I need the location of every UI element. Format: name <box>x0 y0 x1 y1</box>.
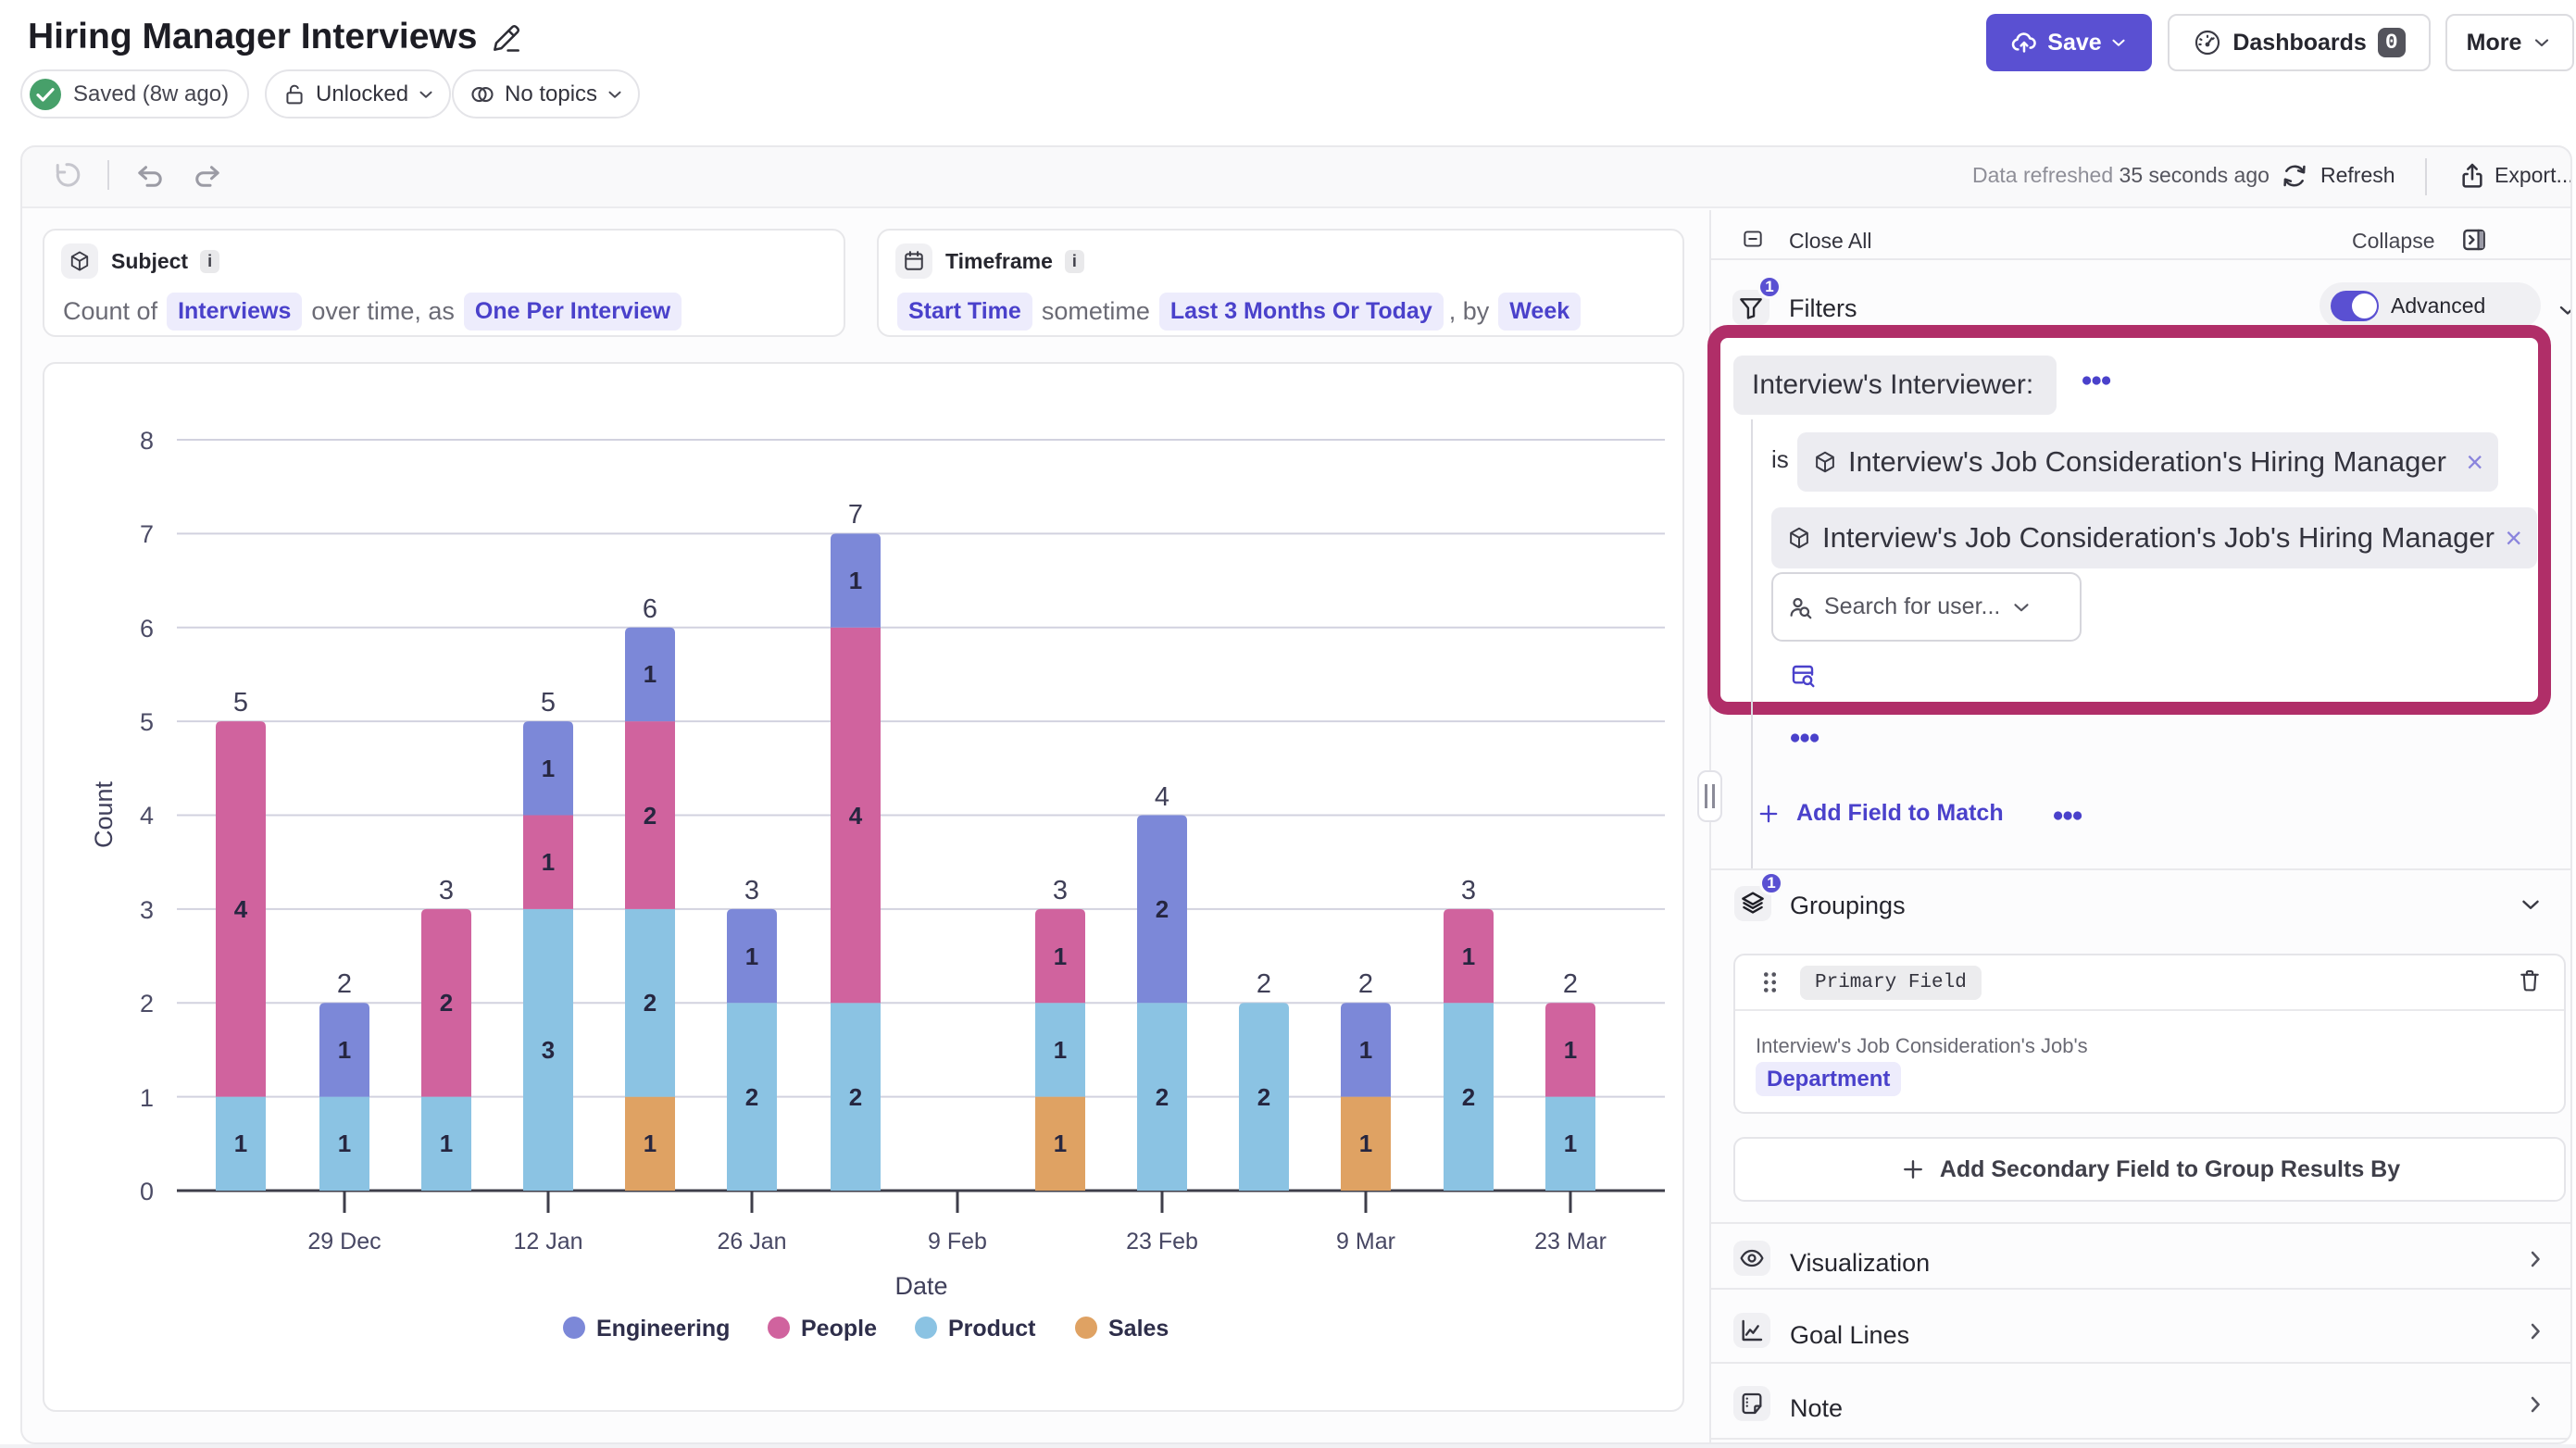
svg-text:1: 1 <box>1359 1036 1372 1064</box>
svg-text:1: 1 <box>849 567 862 594</box>
svg-text:1: 1 <box>542 755 555 782</box>
svg-text:7: 7 <box>140 520 154 548</box>
svg-text:3: 3 <box>1053 876 1068 905</box>
svg-text:2: 2 <box>1156 895 1169 923</box>
svg-text:2: 2 <box>644 802 657 830</box>
svg-text:Count: Count <box>90 780 118 848</box>
svg-text:1: 1 <box>644 660 657 688</box>
svg-text:1: 1 <box>1054 1130 1067 1157</box>
svg-text:23 Mar: 23 Mar <box>1534 1229 1607 1255</box>
svg-text:12 Jan: 12 Jan <box>513 1229 582 1255</box>
svg-text:2: 2 <box>644 989 657 1017</box>
svg-text:0: 0 <box>140 1178 154 1205</box>
svg-text:2: 2 <box>1462 1083 1475 1111</box>
svg-text:1: 1 <box>234 1130 247 1157</box>
svg-text:1: 1 <box>745 942 758 970</box>
svg-text:3: 3 <box>744 876 759 905</box>
svg-text:2: 2 <box>1358 969 1373 999</box>
svg-text:1: 1 <box>1359 1130 1372 1157</box>
svg-text:6: 6 <box>140 615 154 643</box>
svg-text:5: 5 <box>541 688 556 718</box>
svg-text:2: 2 <box>440 989 453 1017</box>
svg-text:3: 3 <box>1461 876 1476 905</box>
svg-text:6: 6 <box>643 594 657 624</box>
svg-text:26 Jan: 26 Jan <box>717 1229 786 1255</box>
svg-text:3: 3 <box>542 1036 555 1064</box>
svg-text:2: 2 <box>337 969 352 999</box>
svg-text:2: 2 <box>1563 969 1578 999</box>
svg-text:9 Mar: 9 Mar <box>1336 1229 1395 1255</box>
svg-text:5: 5 <box>140 708 154 736</box>
svg-text:1: 1 <box>140 1084 154 1112</box>
svg-text:1: 1 <box>338 1036 351 1064</box>
svg-text:4: 4 <box>1155 782 1169 812</box>
svg-text:1: 1 <box>1564 1130 1577 1157</box>
svg-text:29 Dec: 29 Dec <box>307 1229 381 1255</box>
svg-text:3: 3 <box>439 876 454 905</box>
svg-text:5: 5 <box>233 688 248 718</box>
svg-text:1: 1 <box>1054 942 1067 970</box>
svg-text:8: 8 <box>140 427 154 455</box>
svg-text:23 Feb: 23 Feb <box>1126 1229 1198 1255</box>
svg-text:4: 4 <box>140 802 154 830</box>
svg-text:3: 3 <box>140 896 154 924</box>
svg-text:People: People <box>801 1316 877 1342</box>
svg-text:2: 2 <box>1156 1083 1169 1111</box>
svg-text:2: 2 <box>745 1083 758 1111</box>
svg-text:2: 2 <box>140 990 154 1017</box>
svg-text:Sales: Sales <box>1108 1316 1169 1342</box>
svg-text:7: 7 <box>848 500 863 530</box>
svg-text:9 Feb: 9 Feb <box>928 1229 987 1255</box>
svg-text:1: 1 <box>1462 942 1475 970</box>
svg-text:2: 2 <box>1257 969 1271 999</box>
svg-text:1: 1 <box>644 1130 657 1157</box>
svg-text:2: 2 <box>1257 1083 1270 1111</box>
svg-text:Date: Date <box>894 1272 947 1300</box>
svg-text:1: 1 <box>1564 1036 1577 1064</box>
svg-text:Engineering: Engineering <box>596 1316 730 1342</box>
svg-text:1: 1 <box>440 1130 453 1157</box>
svg-text:1: 1 <box>542 848 555 876</box>
svg-text:Product: Product <box>948 1316 1036 1342</box>
svg-text:4: 4 <box>849 802 863 830</box>
svg-text:1: 1 <box>1054 1036 1067 1064</box>
svg-text:2: 2 <box>849 1083 862 1111</box>
svg-text:4: 4 <box>234 895 248 923</box>
svg-text:1: 1 <box>338 1130 351 1157</box>
